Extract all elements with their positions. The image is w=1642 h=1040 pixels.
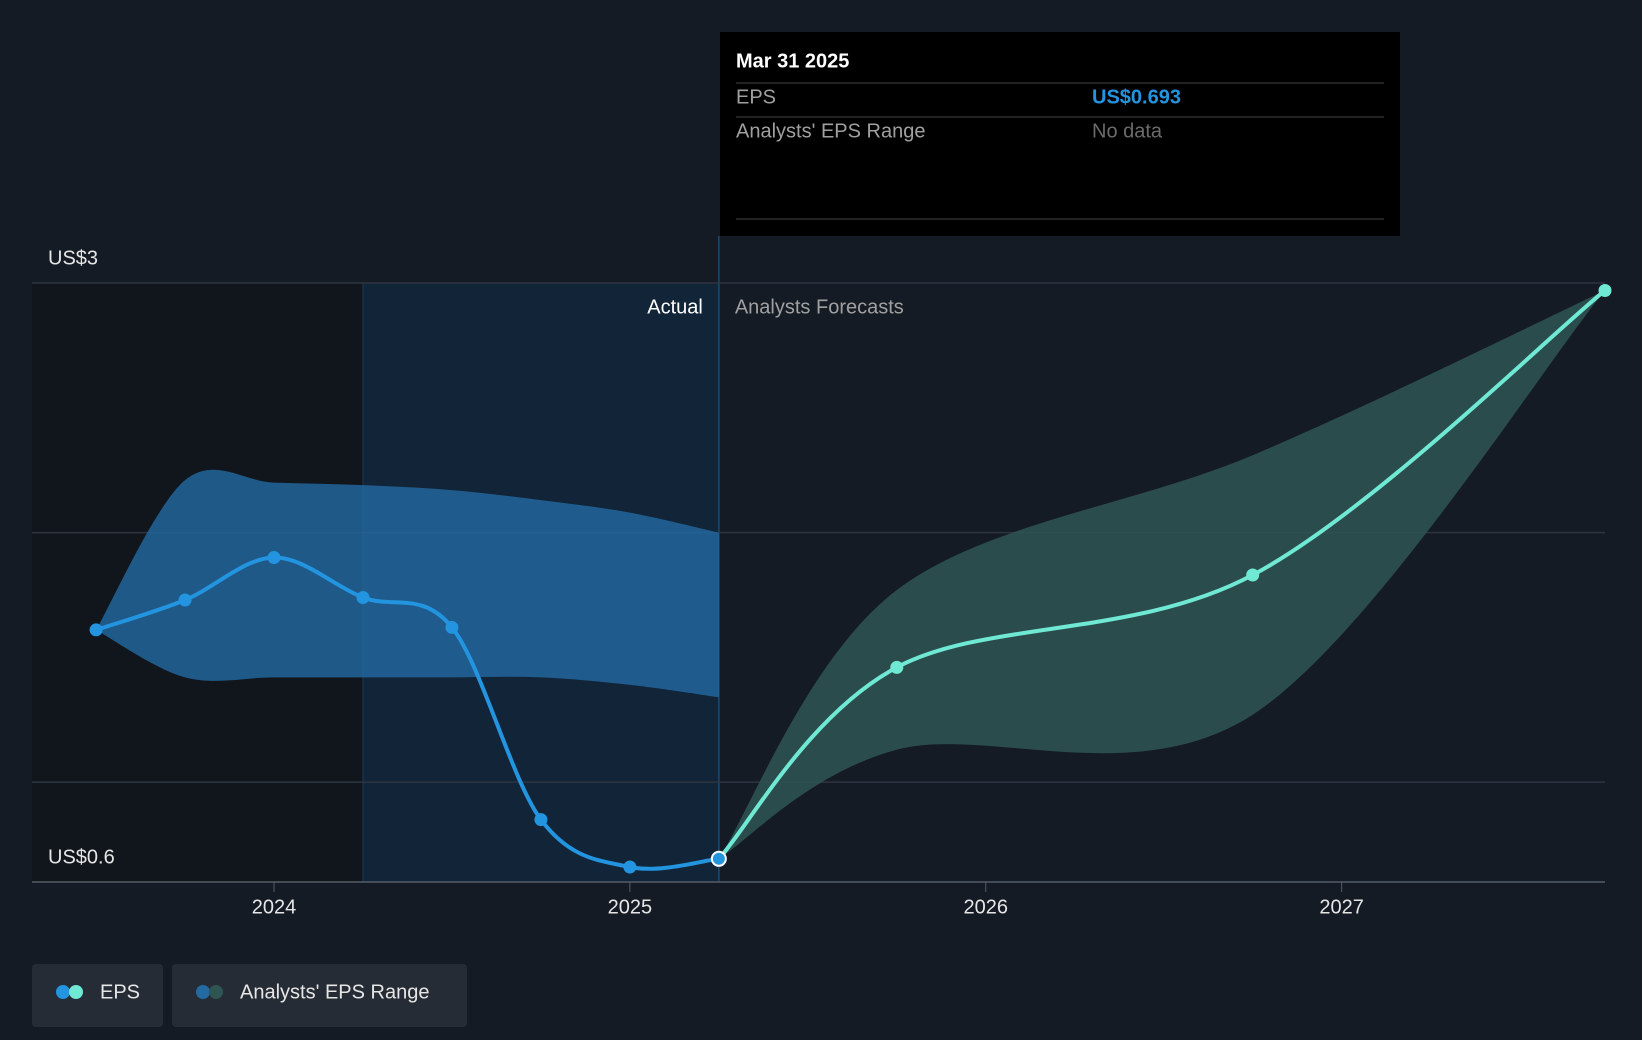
legend-swatch	[56, 985, 70, 999]
eps-forecast-point	[1598, 283, 1612, 297]
eps-point	[356, 590, 370, 604]
y-tick-label: US$0.6	[48, 846, 115, 868]
legend-item[interactable]	[32, 964, 163, 1027]
eps-point	[267, 551, 281, 565]
eps-point	[89, 623, 103, 637]
x-tick-label: 2026	[964, 896, 1009, 918]
eps-point	[534, 813, 548, 827]
legend-swatch	[196, 985, 210, 999]
plot-layer	[89, 283, 1612, 874]
y-tick-label: US$3	[48, 247, 98, 269]
legend-label: EPS	[100, 981, 140, 1003]
eps-point	[445, 620, 459, 634]
tooltip-value: No data	[1092, 120, 1163, 142]
legend: EPS Analysts' EPS Range	[32, 964, 467, 1027]
actual-label: Actual	[647, 296, 703, 318]
range-band	[718, 290, 1605, 859]
x-tick-label: 2024	[252, 896, 297, 918]
tooltip-label: EPS	[736, 86, 776, 108]
eps-forecast-point	[890, 660, 904, 674]
eps-point	[178, 593, 192, 607]
range-band	[96, 469, 719, 698]
x-tick-label: 2027	[1319, 896, 1364, 918]
eps-line	[95, 555, 720, 871]
eps-forecast-line	[717, 288, 1607, 861]
tooltip-label: Analysts' EPS Range	[736, 120, 925, 142]
tooltip-box	[720, 32, 1400, 236]
eps-point	[710, 850, 727, 867]
x-tick-label: 2025	[608, 896, 653, 918]
tooltip-value: US$0.693	[1092, 86, 1181, 108]
eps-forecast-point	[1246, 568, 1260, 582]
forecast-label: Analysts Forecasts	[735, 296, 904, 318]
legend-swatch	[69, 985, 83, 999]
eps-point	[623, 860, 637, 874]
legend-item[interactable]	[172, 964, 467, 1027]
legend-swatch	[209, 985, 223, 999]
legend-label: Analysts' EPS Range	[240, 981, 429, 1003]
tooltip-date: Mar 31 2025	[736, 50, 849, 72]
tooltip: Mar 31 2025 EPS US$0.693 Analysts' EPS R…	[720, 32, 1400, 236]
